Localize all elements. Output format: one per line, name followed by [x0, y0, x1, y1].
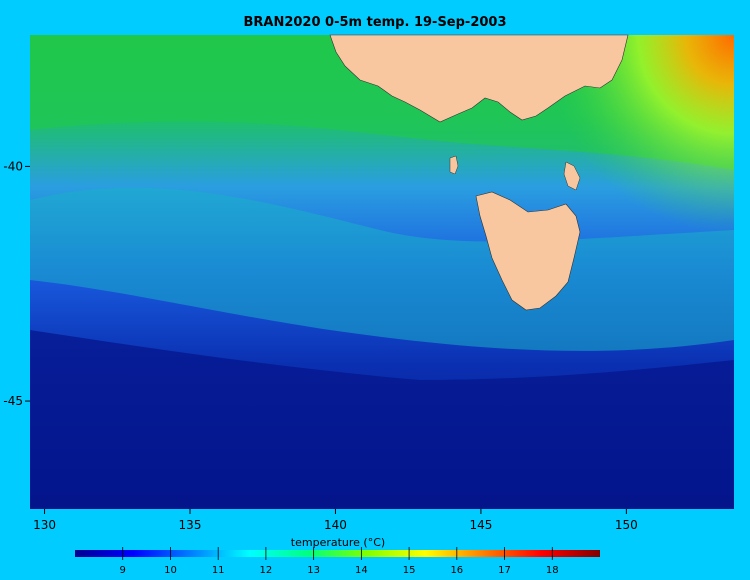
- x-tick-label: 130: [33, 518, 56, 532]
- colorbar-tick-label: 16: [450, 565, 463, 576]
- colorbar-scale: [75, 550, 600, 557]
- colorbar-tick-label: 13: [307, 565, 320, 576]
- y-tick-label: -40: [3, 159, 23, 173]
- y-tick-label: -45: [3, 394, 23, 408]
- colorbar-tick-label: 15: [403, 565, 416, 576]
- colorbar-tick-label: 14: [355, 565, 368, 576]
- map-title: BRAN2020 0-5m temp. 19-Sep-2003: [243, 15, 507, 30]
- colorbar-title: temperature (°C): [291, 536, 385, 549]
- colorbar-tick-label: 17: [498, 565, 511, 576]
- x-tick-label: 145: [469, 518, 492, 532]
- colorbar-tick-label: 18: [546, 565, 559, 576]
- colorbar-ticks: 9 10 11 12 13 14 15 16 17 18: [120, 547, 559, 576]
- flinders-island: [563, 161, 581, 191]
- colorbar-tick-label: 9: [120, 565, 126, 576]
- land-masses: [329, 34, 629, 311]
- x-tick-label: 150: [615, 518, 638, 532]
- colorbar-tick-label: 11: [212, 565, 225, 576]
- mainland-australia: [329, 34, 629, 123]
- colorbar: temperature (°C) 9 10 11 12 13 14 15 16 17 18: [75, 536, 600, 576]
- y-axis: -40 -45: [3, 159, 30, 408]
- tasmania: [475, 191, 581, 311]
- colorbar-tick-label: 12: [260, 565, 273, 576]
- king-island: [449, 155, 459, 175]
- x-tick-label: 140: [324, 518, 347, 532]
- colorbar-tick-label: 10: [164, 565, 177, 576]
- sea-temperature-field: [30, 35, 734, 509]
- x-axis: 130 135 140 145 150: [33, 509, 638, 532]
- x-tick-label: 135: [179, 518, 202, 532]
